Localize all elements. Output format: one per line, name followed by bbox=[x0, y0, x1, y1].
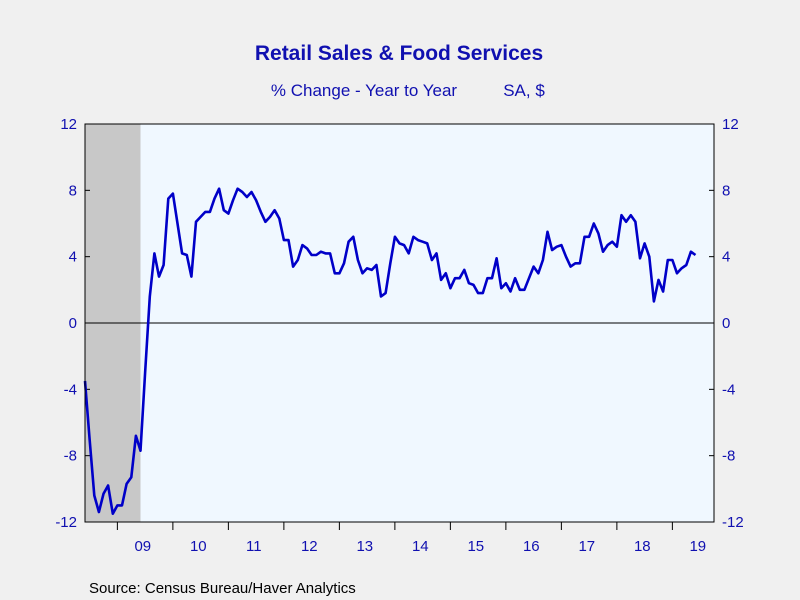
x-tick-label: 18 bbox=[634, 538, 651, 555]
x-tick-label: 17 bbox=[578, 538, 595, 555]
y-tick-label-left: 8 bbox=[69, 182, 77, 199]
chart-subtitle-units: % Change - Year to Year bbox=[271, 81, 458, 100]
x-tick-label: 16 bbox=[523, 538, 540, 555]
axis-ticks bbox=[85, 123, 714, 530]
series-line bbox=[83, 187, 697, 515]
y-tick-label-left: -4 bbox=[64, 381, 77, 398]
y-tick-label-left: 12 bbox=[60, 116, 77, 133]
y-tick-label-right: 8 bbox=[722, 182, 730, 199]
y-tick-label-right: -4 bbox=[722, 381, 735, 398]
y-tick-label-left: 4 bbox=[69, 249, 77, 266]
x-tick-label: 10 bbox=[190, 538, 207, 555]
y-tick-label-right: -8 bbox=[722, 448, 735, 465]
source-note: Source: Census Bureau/Haver Analytics bbox=[89, 580, 356, 597]
chart-title: Retail Sales & Food Services bbox=[255, 42, 543, 65]
x-tick-label: 09 bbox=[134, 538, 151, 555]
x-tick-label: 12 bbox=[301, 538, 318, 555]
chart-subtitle-adjustment: SA, $ bbox=[503, 81, 545, 100]
x-tick-label: 14 bbox=[412, 538, 429, 555]
tick-labels: 12 12 8 8 4 4 0 0 -4 -4 -8 -8 -12 -12 09 10 11 12 13 14 15 16… bbox=[55, 116, 743, 555]
x-tick-label: 19 bbox=[689, 538, 706, 555]
x-tick-label: 11 bbox=[246, 538, 262, 555]
y-tick-label-left: 0 bbox=[69, 315, 77, 332]
x-tick-label: 13 bbox=[356, 538, 373, 555]
x-tick-label: 15 bbox=[467, 538, 484, 555]
y-tick-label-right: 4 bbox=[722, 249, 730, 266]
y-tick-label-right: 12 bbox=[722, 116, 739, 133]
plot-frame bbox=[84, 123, 715, 523]
y-tick-label-left: -12 bbox=[55, 514, 77, 531]
y-tick-label-right: 0 bbox=[722, 315, 730, 332]
y-tick-label-left: -8 bbox=[64, 448, 77, 465]
y-tick-label-right: -12 bbox=[722, 514, 744, 531]
